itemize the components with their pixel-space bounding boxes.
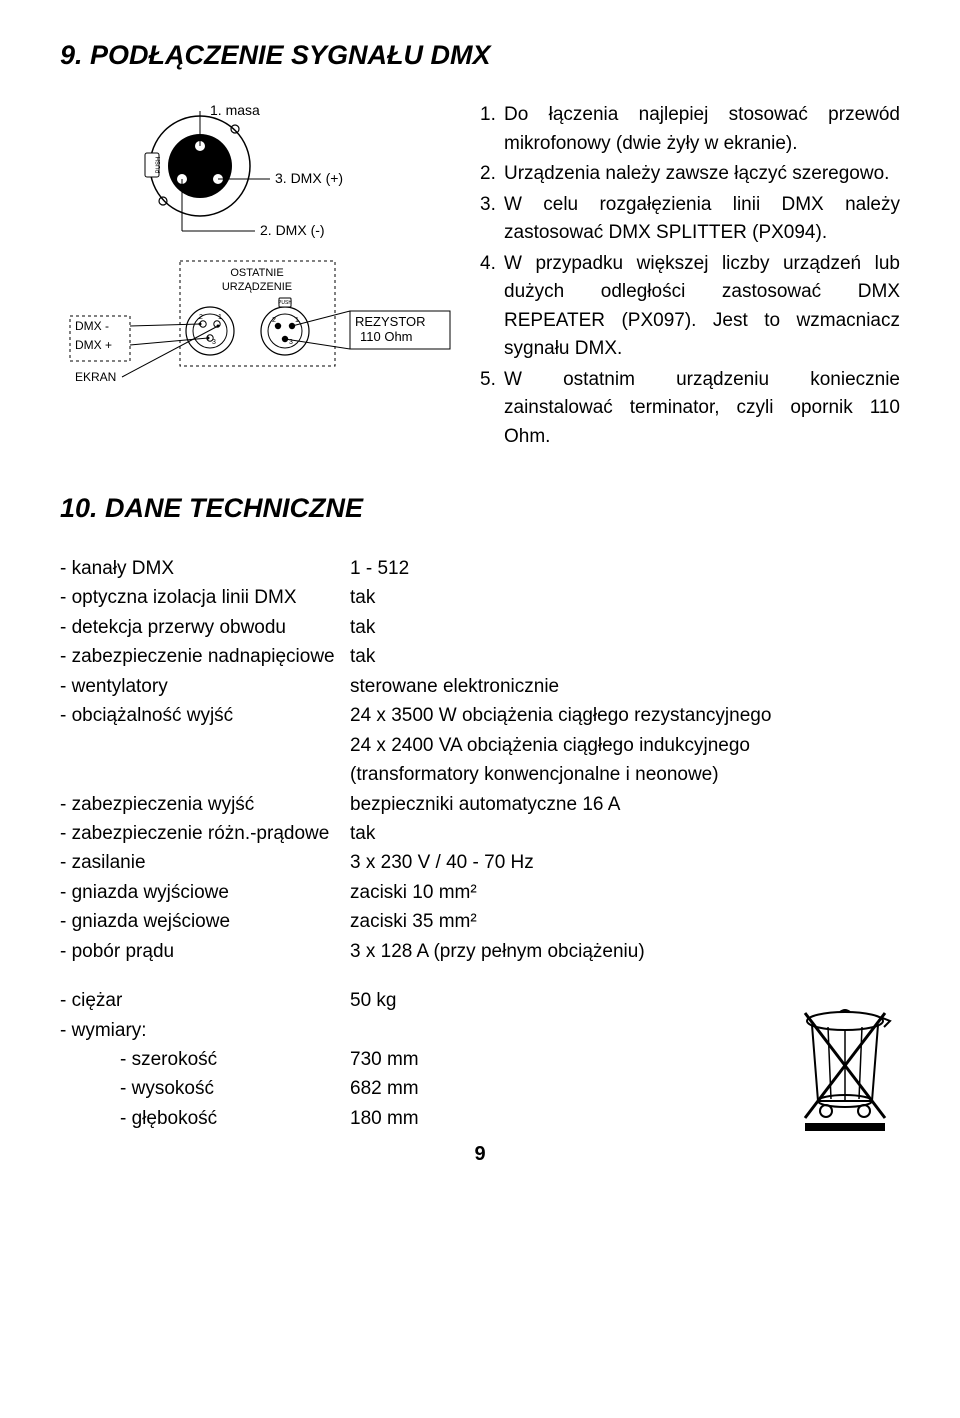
spec-value: zaciski 10 mm² xyxy=(350,878,900,907)
bottom-values: 50 kg 730 mm 682 mm 180 mm xyxy=(350,986,610,1133)
spec-value: 3 x 128 A (przy pełnym obciążeniu) xyxy=(350,937,900,966)
spec-value: tak xyxy=(350,583,900,612)
pin3-left: 3 xyxy=(212,339,216,346)
li-text: W ostatnim urządzeniu koniecznie zainsta… xyxy=(504,366,900,452)
spec-label: - zabezpieczenie nadnapięciowe xyxy=(60,642,350,671)
label-dmx-minus-side: DMX - xyxy=(75,319,109,333)
pin1-right: 1 xyxy=(295,317,299,324)
li-num: 4. xyxy=(480,250,504,364)
label-ostatnie: OSTATNIE xyxy=(230,267,283,279)
label-rezystor: REZYSTOR xyxy=(355,314,426,329)
push-label-top: PUSH xyxy=(156,157,162,174)
spec-extra: (transformatory konwencjonalne i neonowe… xyxy=(60,760,900,789)
wys-label: - wysokość xyxy=(60,1074,350,1103)
spec-label: - zabezpieczenia wyjść xyxy=(60,790,350,819)
wymiary-label: - wymiary: xyxy=(60,1016,350,1045)
label-masa: 1. masa xyxy=(210,102,260,118)
bottom-labels: - ciężar - wymiary: - szerokość - wysoko… xyxy=(60,986,350,1133)
weee-icon xyxy=(610,986,900,1133)
pin2-right: 2 xyxy=(272,317,276,324)
label-dmx-minus: 2. DMX (-) xyxy=(260,222,325,238)
li-num: 2. xyxy=(480,160,504,189)
li-text: W przypadku większej liczby urządzeń lub… xyxy=(504,250,900,364)
li-num: 1. xyxy=(480,101,504,158)
spec-value: 3 x 230 V / 40 - 70 Hz xyxy=(350,848,900,877)
li-text: Urządzenia należy zawsze łączyć szeregow… xyxy=(504,160,900,189)
spec-label: - obciążalność wyjść xyxy=(60,701,350,730)
spec-value: zaciski 35 mm² xyxy=(350,907,900,936)
li-num: 5. xyxy=(480,366,504,452)
spec-label: - kanały DMX xyxy=(60,554,350,583)
spec-extra: 24 x 2400 VA obciążenia ciągłego indukcy… xyxy=(60,731,900,760)
spec-label: - detekcja przerwy obwodu xyxy=(60,613,350,642)
spec-value: sterowane elektronicznie xyxy=(350,672,900,701)
spec-value: 24 x 3500 W obciążenia ciągłego rezystan… xyxy=(350,701,900,730)
push-label-bottom: PUSH xyxy=(278,300,292,306)
label-urzadzenie: URZĄDZENIE xyxy=(222,281,292,293)
ciezar-label: - ciężar xyxy=(60,986,350,1015)
pin1-left: 1 xyxy=(218,314,222,321)
li-text: Do łączenia najlepiej stosować przewód m… xyxy=(504,101,900,158)
dmx-diagram: PUSH 1. masa 3. DMX (+) 2. DMX (-) OSTAT… xyxy=(60,101,460,453)
spec-value: bezpieczniki automatyczne 16 A xyxy=(350,790,900,819)
szer-value: 730 mm xyxy=(350,1045,610,1074)
section10-title: 10. DANE TECHNICZNE xyxy=(60,493,900,524)
spec-label: - gniazda wejściowe xyxy=(60,907,350,936)
label-ohm: 110 Ohm xyxy=(360,329,413,344)
spec-label: - zabezpieczenie różn.-prądowe xyxy=(60,819,350,848)
gleb-label: - głębokość xyxy=(60,1104,350,1133)
szer-label: - szerokość xyxy=(60,1045,350,1074)
label-ekran: EKRAN xyxy=(75,370,116,384)
spec-label: - wentylatory xyxy=(60,672,350,701)
page-number: 9 xyxy=(60,1143,900,1166)
spec-label: - optyczna izolacja linii DMX xyxy=(60,583,350,612)
label-dmx-plus: 3. DMX (+) xyxy=(275,170,343,186)
section9-text: 1.Do łączenia najlepiej stosować przewód… xyxy=(480,101,900,453)
tech-list: - kanały DMX1 - 512 - optyczna izolacja … xyxy=(60,554,900,1133)
spec-label: - gniazda wyjściowe xyxy=(60,878,350,907)
dmx-row: PUSH 1. masa 3. DMX (+) 2. DMX (-) OSTAT… xyxy=(60,101,900,453)
label-dmx-plus-side: DMX + xyxy=(75,338,112,352)
spec-value: 1 - 512 xyxy=(350,554,900,583)
wys-value: 682 mm xyxy=(350,1074,610,1103)
spec-value: tak xyxy=(350,642,900,671)
li-num: 3. xyxy=(480,191,504,248)
section9-title: 9. PODŁĄCZENIE SYGNAŁU DMX xyxy=(60,40,900,71)
spec-label: - pobór prądu xyxy=(60,937,350,966)
spec-value: tak xyxy=(350,613,900,642)
pin2-left: 2 xyxy=(199,314,203,321)
ciezar-value: 50 kg xyxy=(350,986,610,1015)
spec-value: tak xyxy=(350,819,900,848)
gleb-value: 180 mm xyxy=(350,1104,610,1133)
spec-label: - zasilanie xyxy=(60,848,350,877)
li-text: W celu rozgałęzienia linii DMX należy za… xyxy=(504,191,900,248)
